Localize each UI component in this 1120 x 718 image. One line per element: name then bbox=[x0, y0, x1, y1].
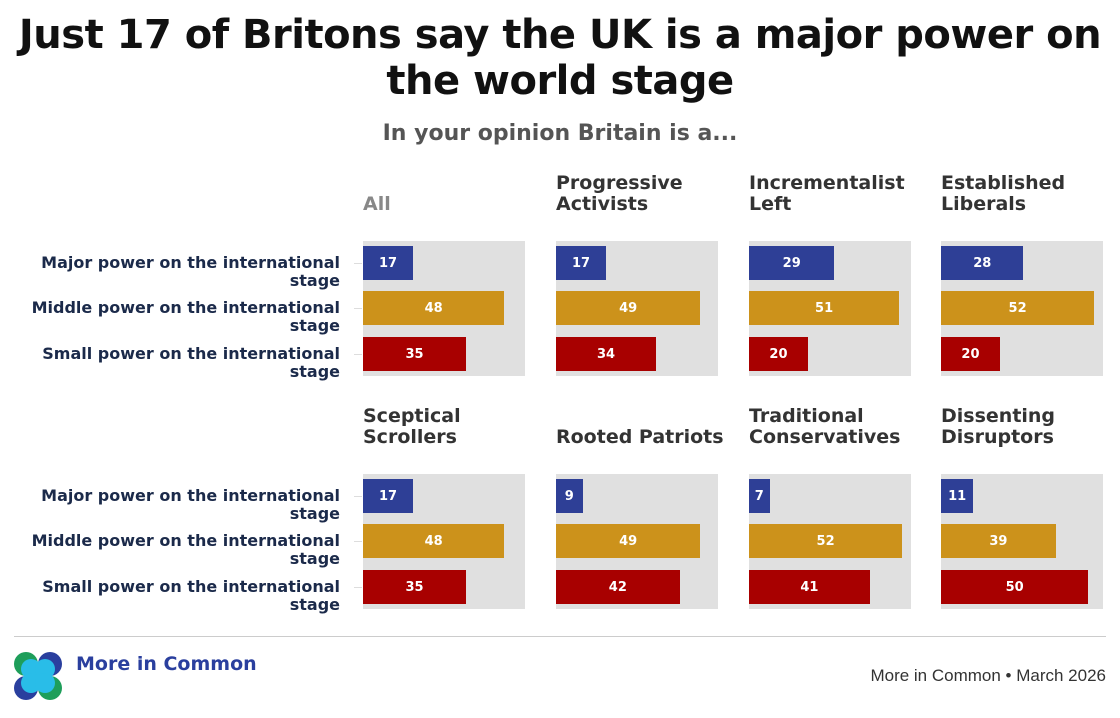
panel-title: Incrementalist Left bbox=[749, 171, 924, 215]
data-label: 49 bbox=[619, 300, 638, 316]
data-label: 48 bbox=[424, 300, 443, 316]
data-label: 20 bbox=[961, 346, 980, 362]
chart-subtitle: In your opinion Britain is a... bbox=[382, 121, 738, 146]
bar: 17 bbox=[363, 246, 414, 280]
logo-text: More in Common bbox=[76, 653, 257, 675]
data-label: 52 bbox=[1008, 300, 1027, 316]
bar: 29 bbox=[749, 246, 835, 280]
bar: 48 bbox=[363, 524, 505, 558]
more-in-common-logo-icon bbox=[14, 652, 62, 700]
data-label: 42 bbox=[608, 579, 627, 595]
bar: 50 bbox=[941, 570, 1089, 604]
data-label: 20 bbox=[769, 346, 788, 362]
panel-background: 17 48 35 bbox=[363, 474, 525, 609]
panel-background: 17 48 35 bbox=[363, 241, 525, 376]
bar: 35 bbox=[363, 570, 467, 604]
panel-background: 9 49 42 bbox=[556, 474, 718, 609]
bar: 9 bbox=[556, 479, 583, 513]
data-label: 48 bbox=[424, 533, 443, 549]
row-label: Middle power on the international stage bbox=[31, 298, 340, 335]
data-label: 29 bbox=[782, 255, 801, 271]
bar: 42 bbox=[556, 570, 680, 604]
data-label: 7 bbox=[754, 488, 764, 504]
data-label: 9 bbox=[564, 488, 574, 504]
panel-title-text: Traditional Conservatives bbox=[749, 405, 901, 448]
data-label: 41 bbox=[800, 579, 819, 595]
data-label: 17 bbox=[378, 255, 398, 271]
axis-tick bbox=[354, 308, 362, 309]
data-label: 39 bbox=[989, 533, 1008, 549]
source-note: More in Common • March 2026 bbox=[870, 666, 1106, 685]
panel-title-text: Rooted Patriots bbox=[556, 426, 724, 448]
panel-title: Progressive Activists bbox=[556, 171, 731, 215]
row-label: Major power on the international stage bbox=[41, 253, 340, 290]
bar: 20 bbox=[941, 337, 1000, 371]
panel-background: 28 52 20 bbox=[941, 241, 1103, 376]
axis-tick bbox=[354, 263, 362, 264]
data-label: 34 bbox=[597, 346, 616, 362]
bar: 34 bbox=[556, 337, 657, 371]
chart-title: Just 17 of Britons say the UK is a major… bbox=[18, 12, 1102, 104]
axis-tick bbox=[354, 587, 362, 588]
bar: 48 bbox=[363, 291, 505, 325]
panel-title-text: Dissenting Disruptors bbox=[941, 405, 1056, 448]
data-label: 35 bbox=[405, 346, 424, 362]
row-label: Middle power on the international stage bbox=[31, 531, 340, 568]
data-label: 28 bbox=[973, 255, 992, 271]
panel-background: 17 49 34 bbox=[556, 241, 718, 376]
bar: 41 bbox=[749, 570, 870, 604]
panel-title-text: Incrementalist Left bbox=[749, 172, 905, 215]
bar: 7 bbox=[749, 479, 770, 513]
panel-background: 11 39 50 bbox=[941, 474, 1103, 609]
data-label: 49 bbox=[619, 533, 638, 549]
bar: 35 bbox=[363, 337, 467, 371]
data-label: 17 bbox=[571, 255, 591, 271]
data-label: 52 bbox=[816, 533, 835, 549]
axis-tick bbox=[354, 541, 362, 542]
panel-title: Traditional Conservatives bbox=[749, 404, 924, 448]
data-label: 51 bbox=[815, 300, 834, 316]
row-label: Major power on the international stage bbox=[41, 486, 340, 523]
bar: 49 bbox=[556, 524, 701, 558]
bar: 11 bbox=[941, 479, 974, 513]
bar: 20 bbox=[749, 337, 808, 371]
footer-divider bbox=[14, 636, 1106, 637]
bar: 17 bbox=[556, 246, 607, 280]
panel-title: Sceptical Scrollers bbox=[363, 404, 538, 448]
axis-tick bbox=[354, 354, 362, 355]
row-label: Small power on the international stage bbox=[42, 344, 340, 381]
bar: 28 bbox=[941, 246, 1024, 280]
panel-title: Established Liberals bbox=[941, 171, 1116, 215]
data-label: 17 bbox=[378, 488, 398, 504]
bar: 52 bbox=[749, 524, 903, 558]
panel-title-text: All bbox=[363, 193, 391, 215]
panel-title: Rooted Patriots bbox=[556, 404, 731, 448]
bar: 51 bbox=[749, 291, 900, 325]
panel-title: All bbox=[363, 171, 538, 215]
panel-background: 7 52 41 bbox=[749, 474, 911, 609]
panel-title-text: Established Liberals bbox=[941, 172, 1066, 215]
data-label: 11 bbox=[948, 488, 967, 504]
panel-title: Dissenting Disruptors bbox=[941, 404, 1116, 448]
axis-tick bbox=[354, 496, 362, 497]
bar: 17 bbox=[363, 479, 414, 513]
row-label: Small power on the international stage bbox=[42, 577, 340, 614]
panel-title-text: Progressive Activists bbox=[556, 172, 683, 215]
bar: 52 bbox=[941, 291, 1095, 325]
panel-title-text: Sceptical Scrollers bbox=[363, 405, 461, 448]
data-label: 35 bbox=[405, 579, 424, 595]
data-label: 50 bbox=[1005, 579, 1024, 595]
panel-background: 29 51 20 bbox=[749, 241, 911, 376]
bar: 39 bbox=[941, 524, 1056, 558]
bar: 49 bbox=[556, 291, 701, 325]
